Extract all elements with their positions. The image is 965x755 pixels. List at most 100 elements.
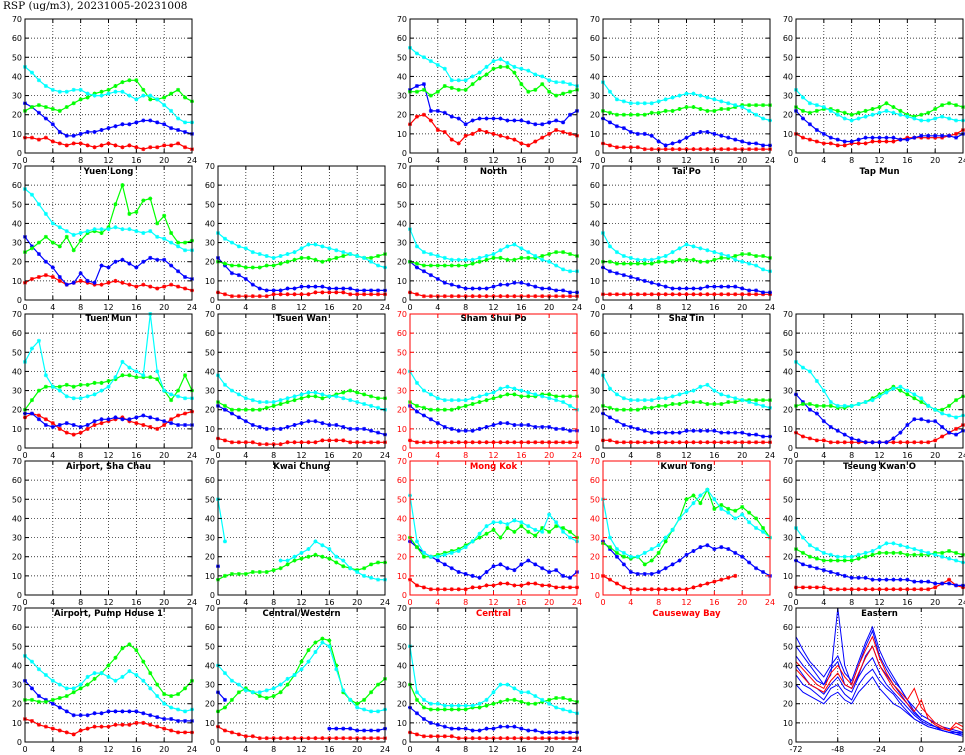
x-tick-label: 4: [50, 451, 55, 460]
data-point: [649, 440, 654, 445]
data-point: [449, 78, 454, 83]
data-point: [421, 585, 426, 590]
data-point: [712, 257, 717, 262]
data-point: [505, 581, 510, 586]
data-point: [257, 400, 262, 405]
data-point: [229, 271, 234, 276]
data-point: [162, 143, 167, 148]
data-point: [684, 292, 689, 297]
data-point: [176, 413, 181, 418]
data-point: [498, 248, 503, 253]
data-point: [306, 394, 311, 399]
data-point: [547, 252, 552, 257]
data-point: [547, 259, 552, 264]
data-point: [463, 440, 468, 445]
data-point: [919, 112, 924, 117]
data-point: [663, 259, 668, 264]
data-point: [561, 585, 566, 590]
data-point: [940, 581, 945, 586]
data-point: [320, 396, 325, 401]
data-point: [705, 401, 710, 406]
data-point: [547, 570, 552, 575]
data-point: [698, 129, 703, 134]
data-point: [57, 141, 62, 146]
data-point: [705, 581, 710, 586]
data-point: [954, 426, 959, 431]
data-point: [299, 284, 304, 289]
data-point: [148, 722, 153, 727]
data-point: [134, 145, 139, 150]
data-point: [148, 118, 153, 123]
data-point: [50, 139, 55, 144]
data-point: [176, 141, 181, 146]
data-point: [807, 401, 812, 406]
data-point: [421, 55, 426, 60]
data-point: [642, 587, 647, 592]
x-tick-label: 0: [600, 156, 605, 165]
data-point: [884, 135, 889, 140]
data-point: [828, 570, 833, 575]
data-point: [891, 436, 896, 441]
data-point: [470, 428, 475, 433]
station-label: Sha Tin: [669, 314, 705, 324]
x-tick-label: 16: [516, 156, 526, 165]
x-tick-label: 20: [930, 598, 940, 607]
x-tick-label: 20: [737, 451, 747, 460]
data-point: [362, 288, 367, 293]
y-tick-label: 0: [402, 591, 407, 600]
data-point: [176, 244, 181, 249]
data-point: [484, 294, 489, 299]
data-point: [926, 550, 931, 555]
data-point: [561, 294, 566, 299]
station-label: Tuen Mun: [85, 314, 131, 324]
data-point: [547, 89, 552, 94]
station-label: Tap Mun: [859, 167, 899, 177]
data-point: [449, 263, 454, 268]
data-point: [954, 131, 959, 136]
data-point: [313, 290, 318, 295]
data-point: [561, 730, 566, 735]
y-tick-label: 60: [590, 181, 600, 190]
data-point: [36, 110, 41, 115]
data-point: [807, 564, 812, 569]
data-point: [299, 421, 304, 426]
data-point: [761, 526, 766, 530]
data-point: [36, 78, 41, 83]
x-tick-label: 8: [463, 598, 468, 607]
data-point: [512, 70, 517, 75]
data-point: [183, 730, 188, 735]
data-point: [740, 554, 745, 559]
data-point: [498, 581, 503, 586]
data-point: [698, 106, 703, 111]
data-point: [43, 699, 48, 704]
data-point: [477, 736, 482, 741]
y-tick-label: 20: [205, 700, 215, 709]
x-tick-label: 20: [352, 598, 362, 607]
data-point: [947, 430, 952, 435]
x-tick-label: 24: [187, 451, 197, 460]
data-point: [264, 253, 269, 258]
data-point: [484, 116, 489, 121]
data-point: [505, 392, 510, 397]
data-point: [684, 242, 689, 247]
x-tick-label: 0: [407, 745, 412, 754]
data-point: [71, 133, 76, 138]
data-point: [236, 732, 241, 737]
data-point: [428, 554, 433, 559]
data-point: [292, 673, 297, 677]
x-tick-label: 20: [544, 745, 554, 754]
data-point: [285, 400, 290, 405]
data-point: [561, 707, 566, 712]
data-point: [257, 690, 262, 695]
data-point: [670, 430, 675, 435]
y-tick-label: 40: [783, 514, 793, 523]
data-point: [362, 292, 367, 297]
data-point: [162, 423, 167, 428]
y-tick-label: 40: [397, 661, 407, 670]
data-point: [183, 275, 188, 280]
data-point: [341, 736, 346, 741]
data-point: [856, 116, 861, 121]
data-point: [870, 552, 875, 557]
data-point: [691, 147, 696, 152]
data-point: [169, 126, 174, 131]
